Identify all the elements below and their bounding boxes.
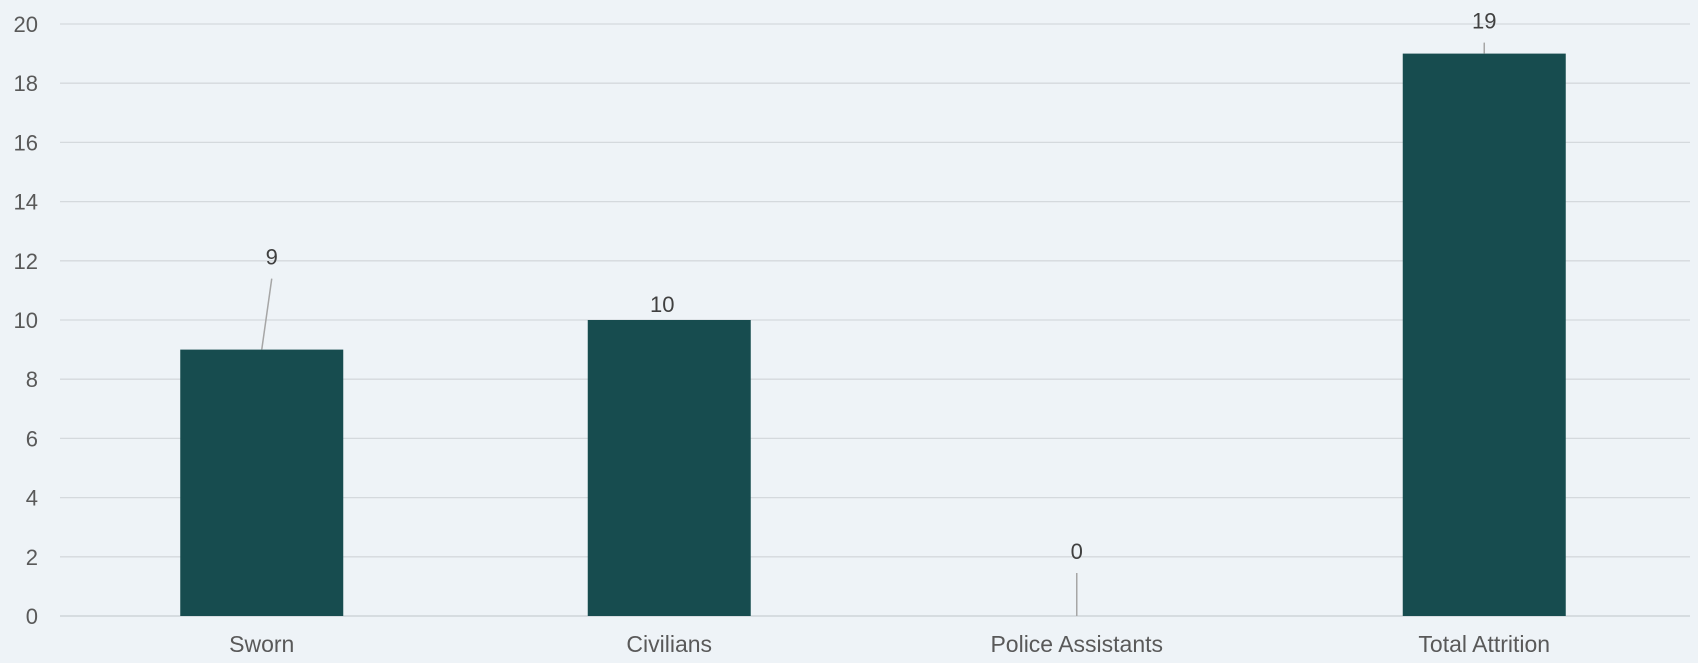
x-category-label: Civilians — [626, 631, 712, 657]
data-label: 19 — [1472, 9, 1496, 34]
data-label: 0 — [1071, 539, 1083, 564]
bar — [1402, 53, 1566, 617]
y-tick-label: 8 — [26, 367, 38, 392]
y-tick-label: 14 — [14, 190, 38, 215]
y-tick-label: 4 — [26, 486, 38, 511]
y-tick-label: 16 — [14, 130, 38, 155]
x-category-label: Total Attrition — [1418, 631, 1550, 657]
y-tick-label: 2 — [26, 545, 38, 570]
bars — [180, 53, 1566, 617]
y-tick-label: 10 — [14, 308, 38, 333]
y-tick-label: 18 — [14, 71, 38, 96]
bar — [587, 320, 751, 616]
data-label-leader-lines — [261, 42, 1485, 616]
y-tick-label: 20 — [14, 12, 38, 37]
y-tick-label: 6 — [26, 426, 38, 451]
x-category-label: Police Assistants — [990, 631, 1163, 657]
x-axis-category-labels: Sworn Civilians Police Assistants Total Att… — [229, 631, 1550, 657]
bar — [180, 349, 344, 616]
leader-line — [261, 278, 273, 350]
x-category-label: Sworn — [229, 631, 294, 657]
y-tick-label: 12 — [14, 249, 38, 274]
y-axis-tick-labels: 0 2 4 6 8 10 12 14 16 18 20 — [14, 12, 38, 629]
data-label: 10 — [650, 292, 674, 317]
data-labels: 9 10 0 19 — [266, 9, 1497, 564]
y-tick-label: 0 — [26, 604, 38, 629]
data-label: 9 — [266, 245, 278, 270]
